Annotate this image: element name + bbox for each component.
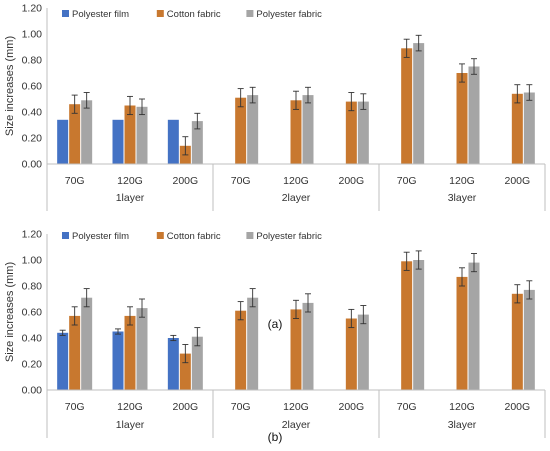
x-tick-label: 120G [449,175,475,187]
bar [523,289,535,390]
legend-label: Polyester film [72,231,129,242]
x-tick-label: 200G [338,175,364,187]
x-tick-label: 200G [504,401,530,413]
y-axis-label: Size increases (mm) [4,36,16,136]
legend-swatch [156,10,164,17]
y-tick-label: 0.20 [22,359,43,371]
bar [57,119,69,164]
bar [413,43,425,164]
bar [511,93,523,164]
x-tick-label: 70G [397,175,417,187]
x-tick-label: 70G [231,175,251,187]
bar [247,95,259,164]
y-tick-label: 1.00 [22,29,43,41]
bar [468,262,480,390]
bar [191,336,203,390]
bar [136,308,148,390]
bar [456,73,468,164]
bar [191,121,203,164]
x-tick-label: 70G [65,175,85,187]
x-tick-label: 70G [65,401,85,413]
bar [401,48,413,164]
group-label: 2layer [282,192,311,204]
y-tick-label: 1.00 [22,255,43,267]
bar [247,297,259,390]
bar [357,101,369,164]
y-tick-label: 1.20 [22,3,43,15]
y-tick-label: 0.00 [22,159,43,171]
legend-swatch [62,232,69,239]
bar [124,315,136,390]
legend-label: Polyester fabric [256,9,322,20]
bar [124,105,136,164]
group-label: 1layer [116,192,145,204]
y-tick-label: 0.80 [22,55,43,67]
bar [413,260,425,390]
x-tick-label: 120G [283,401,309,413]
bar [468,66,480,164]
x-tick-label: 200G [172,401,198,413]
bar [345,101,357,164]
group-label: 2layer [282,419,311,431]
bar [290,100,302,164]
x-tick-label: 120G [283,175,309,187]
x-tick-label: 120G [117,401,143,413]
bar [167,119,179,164]
bar [345,318,357,390]
y-tick-label: 1.20 [22,229,43,241]
panel-label: (a) [268,317,283,331]
bar [69,104,81,164]
panel-label: (b) [268,430,283,444]
bar [302,95,314,164]
bar [112,119,124,164]
legend-label: Cotton fabric [167,9,221,20]
y-tick-label: 0.60 [22,307,43,319]
group-label: 1layer [116,419,145,431]
x-tick-label: 200G [504,175,530,187]
x-tick-label: 200G [172,175,198,187]
x-tick-label: 200G [338,401,364,413]
legend-swatch [156,232,164,239]
bar [179,353,191,390]
bar [167,338,179,390]
legend-label: Polyester film [72,9,129,20]
bar [81,297,93,390]
y-tick-label: 0.00 [22,385,43,397]
legend-swatch [62,10,69,17]
bar [511,293,523,390]
x-tick-label: 120G [449,401,475,413]
y-tick-label: 0.40 [22,333,43,345]
x-tick-label: 70G [231,401,251,413]
bar [112,331,124,390]
bar [81,100,93,164]
bar [69,315,81,390]
bar [136,106,148,164]
chart-panel-2: 0.00 0.20 0.40 0.60 0.80 1.00 1.20 Size increas… [4,229,546,444]
legend-swatch [246,232,254,239]
bar [302,302,314,390]
y-tick-label: 0.20 [22,133,43,145]
legend-label: Polyester fabric [256,231,322,242]
group-label: 3layer [448,192,477,204]
y-axis-label: Size increases (mm) [4,262,16,362]
y-tick-label: 0.60 [22,81,43,93]
group-label: 3layer [448,419,477,431]
x-tick-label: 70G [397,401,417,413]
bar [456,276,468,390]
legend-label: Cotton fabric [167,231,221,242]
chart-panel-1: 0.00 0.20 0.40 0.60 0.80 1.00 1.20 Size increas… [4,3,546,331]
bar [235,310,247,390]
bar [401,261,413,390]
y-tick-label: 0.40 [22,107,43,119]
bar [523,92,535,164]
bar [235,97,247,164]
legend-swatch [246,10,254,17]
bar [290,309,302,390]
bar [357,314,369,390]
y-tick-label: 0.80 [22,281,43,293]
x-tick-label: 120G [117,175,143,187]
bar [57,332,69,390]
